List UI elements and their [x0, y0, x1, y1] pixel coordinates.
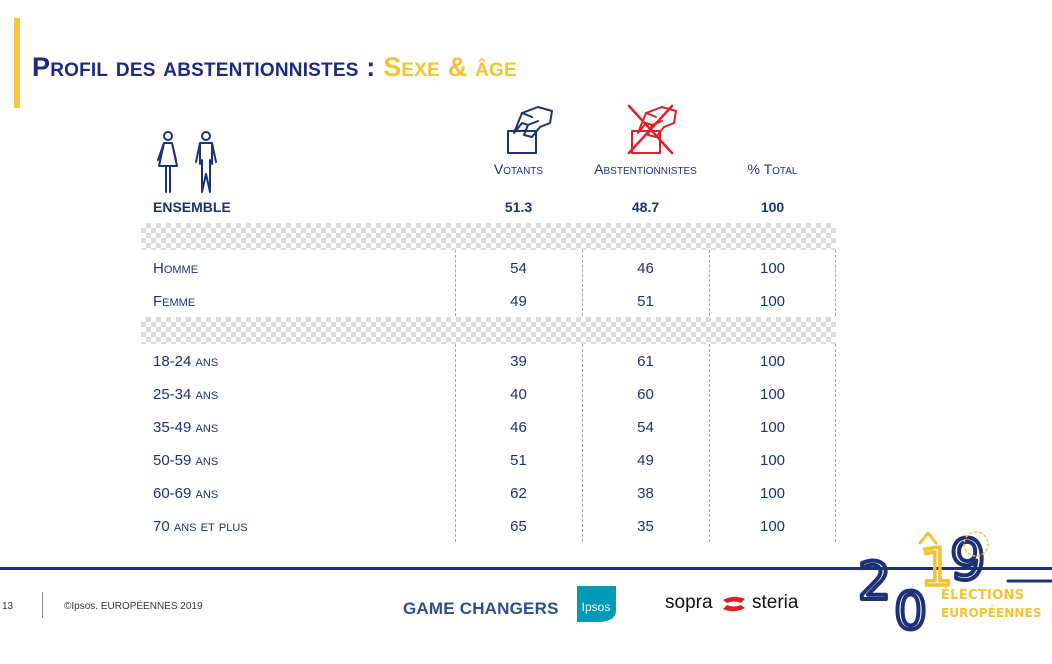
cell-abstentionnistes: 51: [637, 293, 654, 310]
election-digit-9: 9: [950, 528, 986, 593]
table-row: 35-49 ans 46 54 100: [143, 411, 835, 444]
row-label: 18-24 ans: [153, 353, 219, 370]
column-header-total: % Total: [747, 161, 798, 177]
row-label: 35-49 ans: [153, 419, 219, 436]
row-label: Homme: [153, 260, 199, 277]
row-label: 50-59 ans: [153, 452, 219, 469]
cell-total: 100: [759, 353, 786, 370]
cell-votants: 62: [510, 485, 527, 502]
table-row: 18-24 ans 39 61 100: [143, 345, 835, 378]
cell-abstentionnistes: 61: [637, 353, 654, 370]
section-separator: [141, 223, 836, 250]
column-divider: [582, 344, 583, 542]
cell-total: 100: [759, 293, 786, 310]
sopra-steria-logo: sopra steria: [665, 592, 798, 614]
cell-votants: 51: [510, 452, 527, 469]
footer-rule: [0, 567, 1052, 570]
cell-total: 100: [759, 452, 786, 469]
column-header-abstentionnistes: Abstentionnistes: [594, 161, 697, 177]
cell-votants: 49: [510, 293, 527, 310]
copyright-text: ©Ipsos. EUROPÉENNES 2019: [64, 601, 203, 612]
cell-total: 100: [759, 260, 786, 277]
table-row: 60-69 ans 62 38 100: [143, 477, 835, 510]
elections-europeennes-2019-logo: 2 0 1 9: [858, 526, 1052, 635]
title-accent-bar: [14, 18, 20, 108]
ipsos-logo-text: Ipsos: [582, 600, 611, 614]
election-logo-line-2: EUROPÉENNES: [941, 606, 1042, 620]
cell-total: 100: [759, 419, 786, 436]
ipsos-logo: Ipsos: [577, 586, 616, 622]
hand-voting-crossed-icon: [627, 104, 677, 155]
row-label: 60-69 ans: [153, 485, 219, 502]
column-header-votants: Votants: [493, 161, 544, 177]
cell-votants: 40: [510, 386, 527, 403]
footer-divider: [42, 592, 43, 618]
column-divider: [709, 344, 710, 542]
cell-votants: 54: [510, 260, 527, 277]
game-changers-tagline: GAME CHANGERS: [403, 599, 559, 618]
hand-voting-icon: [507, 106, 553, 154]
row-label: Femme: [153, 293, 196, 310]
cell-votants: 46: [510, 419, 527, 436]
title-part-1: Profil des abstentionnistes :: [32, 52, 384, 82]
table-row-ensemble: ENSEMBLE 51.3 48.7 100: [143, 191, 835, 224]
column-divider: [835, 250, 836, 316]
man-woman-icon: [157, 131, 217, 193]
page-title: Profil des abstentionnistes : Sexe & âge: [32, 52, 517, 83]
cell-votants: 51.3: [504, 199, 533, 215]
column-divider: [582, 250, 583, 316]
column-divider: [455, 344, 456, 542]
cell-abstentionnistes: 60: [637, 386, 654, 403]
cell-total: 100: [759, 518, 786, 535]
table-row: Homme 54 46 100: [143, 252, 835, 285]
election-digit-0: 0: [894, 582, 927, 635]
column-divider: [709, 250, 710, 316]
section-separator: [141, 317, 836, 344]
cell-abstentionnistes: 46: [637, 260, 654, 277]
election-digit-1: 1: [920, 538, 953, 598]
sopra-steria-mark-icon: [723, 596, 745, 612]
cell-abstentionnistes: 38: [637, 485, 654, 502]
steria-text: steria: [752, 592, 799, 613]
election-logo-line-1: ÉLECTIONS: [941, 588, 1025, 603]
table-row: 50-59 ans 51 49 100: [143, 444, 835, 477]
cell-abstentionnistes: 35: [637, 518, 654, 535]
cell-abstentionnistes: 54: [637, 419, 654, 436]
election-digit-2: 2: [858, 552, 891, 612]
cell-total: 100: [760, 199, 785, 215]
table-row: 25-34 ans 40 60 100: [143, 378, 835, 411]
column-divider: [455, 250, 456, 316]
cell-abstentionnistes: 48.7: [631, 199, 660, 215]
cell-total: 100: [759, 386, 786, 403]
cell-total: 100: [759, 485, 786, 502]
row-label: ENSEMBLE: [153, 199, 231, 215]
row-label: 70 ans et plus: [153, 518, 248, 535]
cell-votants: 65: [510, 518, 527, 535]
table-row: Femme 49 51 100: [143, 285, 835, 318]
page-number: 13: [2, 601, 14, 612]
table-row: 70 ans et plus 65 35 100: [143, 510, 835, 543]
column-divider: [835, 344, 836, 542]
title-part-2: Sexe & âge: [383, 52, 517, 82]
sopra-text: sopra: [665, 592, 713, 613]
cell-abstentionnistes: 49: [637, 452, 654, 469]
cell-votants: 39: [510, 353, 527, 370]
row-label: 25-34 ans: [153, 386, 219, 403]
